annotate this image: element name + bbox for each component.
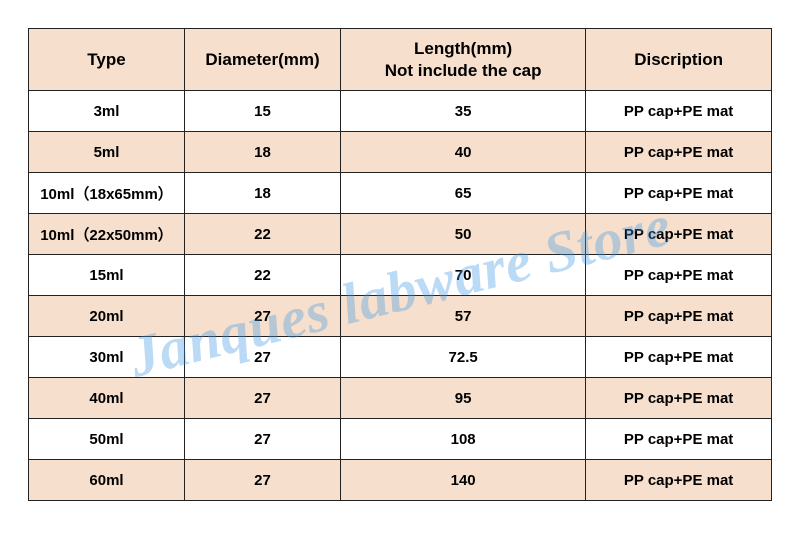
cell-description: PP cap+PE mat: [586, 337, 772, 378]
table-row: 50ml27108PP cap+PE mat: [29, 419, 772, 460]
cell-diameter: 18: [185, 173, 341, 214]
cell-length: 70: [341, 255, 586, 296]
spec-table: Type Diameter(mm) Length(mm)Not include …: [28, 28, 772, 501]
table-row: 10ml（22x50mm）2250PP cap+PE mat: [29, 214, 772, 255]
cell-length: 40: [341, 132, 586, 173]
cell-description: PP cap+PE mat: [586, 132, 772, 173]
cell-length: 108: [341, 419, 586, 460]
cell-description: PP cap+PE mat: [586, 255, 772, 296]
cell-description: PP cap+PE mat: [586, 419, 772, 460]
table-row: 15ml2270PP cap+PE mat: [29, 255, 772, 296]
cell-description: PP cap+PE mat: [586, 214, 772, 255]
cell-length: 35: [341, 91, 586, 132]
cell-diameter: 18: [185, 132, 341, 173]
table-row: 5ml1840PP cap+PE mat: [29, 132, 772, 173]
table-body: 3ml1535PP cap+PE mat5ml1840PP cap+PE mat…: [29, 91, 772, 501]
cell-diameter: 27: [185, 460, 341, 501]
cell-length: 65: [341, 173, 586, 214]
col-header-diameter: Diameter(mm): [185, 29, 341, 91]
cell-type: 30ml: [29, 337, 185, 378]
cell-diameter: 27: [185, 296, 341, 337]
table-header-row: Type Diameter(mm) Length(mm)Not include …: [29, 29, 772, 91]
col-header-description: Discription: [586, 29, 772, 91]
cell-type: 10ml（22x50mm）: [29, 214, 185, 255]
table-row: 30ml2772.5PP cap+PE mat: [29, 337, 772, 378]
table-row: 40ml2795PP cap+PE mat: [29, 378, 772, 419]
cell-type: 10ml（18x65mm）: [29, 173, 185, 214]
cell-type: 3ml: [29, 91, 185, 132]
cell-diameter: 27: [185, 419, 341, 460]
table-row: 60ml27140PP cap+PE mat: [29, 460, 772, 501]
cell-description: PP cap+PE mat: [586, 91, 772, 132]
cell-type: 5ml: [29, 132, 185, 173]
cell-diameter: 27: [185, 337, 341, 378]
cell-description: PP cap+PE mat: [586, 460, 772, 501]
cell-diameter: 22: [185, 214, 341, 255]
cell-diameter: 22: [185, 255, 341, 296]
cell-type: 40ml: [29, 378, 185, 419]
col-header-length: Length(mm)Not include the cap: [341, 29, 586, 91]
col-header-type: Type: [29, 29, 185, 91]
cell-length: 140: [341, 460, 586, 501]
table-row: 20ml2757PP cap+PE mat: [29, 296, 772, 337]
cell-length: 57: [341, 296, 586, 337]
table-row: 10ml（18x65mm）1865PP cap+PE mat: [29, 173, 772, 214]
cell-length: 50: [341, 214, 586, 255]
cell-description: PP cap+PE mat: [586, 296, 772, 337]
cell-length: 72.5: [341, 337, 586, 378]
cell-description: PP cap+PE mat: [586, 173, 772, 214]
cell-length: 95: [341, 378, 586, 419]
cell-type: 20ml: [29, 296, 185, 337]
cell-description: PP cap+PE mat: [586, 378, 772, 419]
cell-diameter: 27: [185, 378, 341, 419]
cell-type: 15ml: [29, 255, 185, 296]
table-row: 3ml1535PP cap+PE mat: [29, 91, 772, 132]
cell-type: 50ml: [29, 419, 185, 460]
cell-diameter: 15: [185, 91, 341, 132]
cell-type: 60ml: [29, 460, 185, 501]
